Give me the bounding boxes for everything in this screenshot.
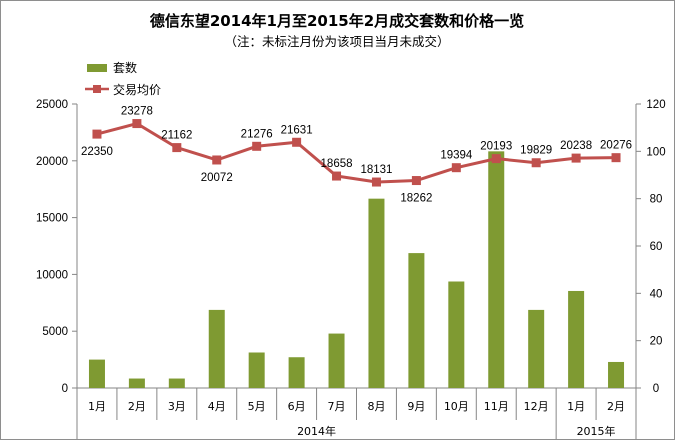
bar (288, 357, 305, 388)
legend-swatch-marker (93, 85, 101, 93)
data-labels: 22350 23278 21162 20072 21276 21631 18658 18131… (81, 106, 632, 205)
group-label: 2015年 (577, 424, 616, 438)
price-line (96, 122, 617, 184)
bar (528, 309, 545, 388)
price-marker (252, 141, 262, 151)
price-data-label: 19829 (520, 145, 552, 157)
price-data-label: 23278 (121, 106, 153, 118)
price-marker (332, 171, 342, 181)
bar (168, 378, 185, 388)
legend-label-bar: 套数 (113, 60, 137, 75)
price-data-label: 21162 (161, 130, 192, 142)
bar (568, 290, 585, 388)
axes: 0 5000 10000 15000 20000 25000 0 20 40 60 80 100 120… (36, 99, 666, 439)
legend-label-line: 交易均价 (113, 82, 161, 97)
bar (488, 151, 505, 388)
right-tick-label: 60 (650, 241, 663, 253)
price-marker (92, 129, 102, 139)
price-marker (451, 163, 461, 173)
category-label: 2月 (128, 400, 146, 413)
bar (328, 333, 345, 388)
category-label: 8月 (367, 400, 385, 413)
price-marker (491, 154, 501, 164)
group-label: 2014年 (297, 424, 336, 438)
category-label: 12月 (524, 400, 549, 413)
price-marker (292, 137, 302, 147)
left-tick-label: 15000 (36, 213, 68, 225)
right-tick-label: 100 (646, 146, 665, 158)
bar (608, 361, 625, 388)
category-label: 11月 (484, 400, 509, 413)
price-data-label: 20072 (201, 172, 233, 184)
bar (128, 378, 145, 388)
category-label: 3月 (168, 400, 186, 413)
category-label: 9月 (407, 400, 425, 413)
left-tick-label: 5000 (42, 326, 68, 338)
category-label: 10月 (444, 400, 469, 413)
line-series (92, 119, 621, 187)
price-data-label: 18131 (360, 164, 392, 176)
legend-swatch-bar (87, 64, 107, 72)
right-tick-label: 0 (653, 383, 659, 395)
bar (88, 359, 105, 388)
left-tick-label: 20000 (36, 156, 68, 168)
left-tick-label: 25000 (36, 99, 68, 111)
category-label: 1月 (567, 400, 585, 413)
price-marker (371, 177, 381, 187)
bar (368, 198, 385, 388)
right-tick-label: 20 (650, 336, 663, 348)
price-data-label: 20276 (600, 140, 632, 152)
left-tick-label: 10000 (36, 269, 68, 281)
price-data-label: 20193 (480, 141, 512, 153)
bar (248, 352, 265, 388)
category-label: 6月 (288, 400, 306, 413)
bar (448, 281, 465, 388)
price-marker (571, 153, 581, 163)
price-data-label: 21631 (281, 124, 313, 136)
price-marker (611, 153, 621, 163)
price-marker (411, 176, 421, 186)
price-marker (132, 119, 142, 129)
price-marker (531, 158, 541, 168)
legend: 套数 交易均价 (85, 60, 161, 97)
price-data-label: 22350 (81, 146, 113, 158)
left-tick-label: 0 (62, 383, 68, 395)
category-label: 4月 (208, 400, 226, 413)
category-label: 7月 (328, 400, 346, 413)
category-label: 1月 (88, 400, 106, 413)
category-label: 5月 (248, 400, 266, 413)
price-data-label: 18658 (321, 158, 353, 170)
price-data-label: 19394 (440, 150, 473, 162)
category-label: 2月 (607, 400, 625, 413)
right-tick-label: 120 (646, 99, 665, 111)
price-data-label: 20238 (560, 140, 592, 152)
right-tick-label: 80 (650, 194, 663, 206)
bar (408, 253, 425, 388)
bar (208, 309, 225, 388)
price-data-label: 21276 (241, 128, 273, 140)
price-data-label: 18262 (400, 193, 432, 205)
price-marker (172, 143, 182, 153)
right-tick-label: 40 (650, 288, 663, 300)
bar-series (88, 151, 625, 388)
chart-title: 德信东望2014年1月至2015年2月成交套数和价格一览 (150, 12, 524, 30)
chart-subtitle: （注：未标注月份为该项目当月未成交） (224, 34, 449, 49)
price-marker (212, 155, 222, 165)
